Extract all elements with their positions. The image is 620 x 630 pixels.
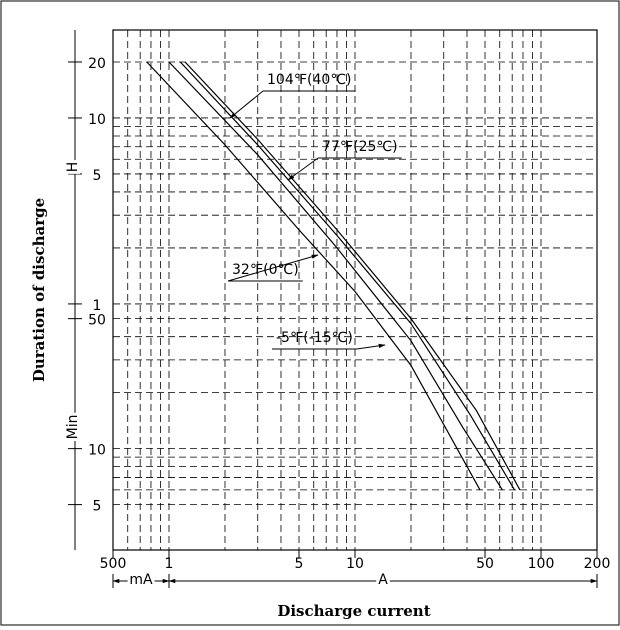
y-tick-label: 50 <box>88 313 106 329</box>
series-line <box>179 61 516 491</box>
y-tick-label: 5 <box>93 168 102 184</box>
x-tick-label: 1 <box>165 556 174 572</box>
y-tick-label: 10 <box>88 443 106 459</box>
x-unit-label: mA <box>129 572 153 588</box>
y-tick-label: 5 <box>93 499 102 515</box>
series-line <box>146 61 481 491</box>
x-tick-label: 10 <box>346 556 364 572</box>
series-line <box>184 61 521 491</box>
series-label: 77℉(25℃) <box>322 139 398 155</box>
x-tick-label: 500 <box>100 556 127 572</box>
label-leader <box>356 343 386 350</box>
x-tick-label: 5 <box>295 556 304 572</box>
y-tick-label: 10 <box>88 112 106 128</box>
x-axis-title: Discharge current <box>277 602 430 620</box>
label-leader <box>287 157 319 181</box>
x-tick-label: 200 <box>584 556 611 572</box>
series-label: 104℉(40℃) <box>267 72 352 88</box>
y-unit-label: Min <box>65 415 81 440</box>
label-leader <box>227 254 319 282</box>
series-label: -5℉(-15℃) <box>276 330 353 346</box>
y-tick-label: 1 <box>93 298 102 314</box>
x-tick-label: 100 <box>528 556 555 572</box>
y-unit-label: H <box>65 162 81 173</box>
x-unit-label: A <box>378 572 388 588</box>
x-tick-label: 50 <box>476 556 494 572</box>
series-line <box>168 61 503 491</box>
label-leader <box>229 90 264 119</box>
y-tick-label: 20 <box>88 56 106 72</box>
y-axis-title: Duration of discharge <box>30 198 48 382</box>
